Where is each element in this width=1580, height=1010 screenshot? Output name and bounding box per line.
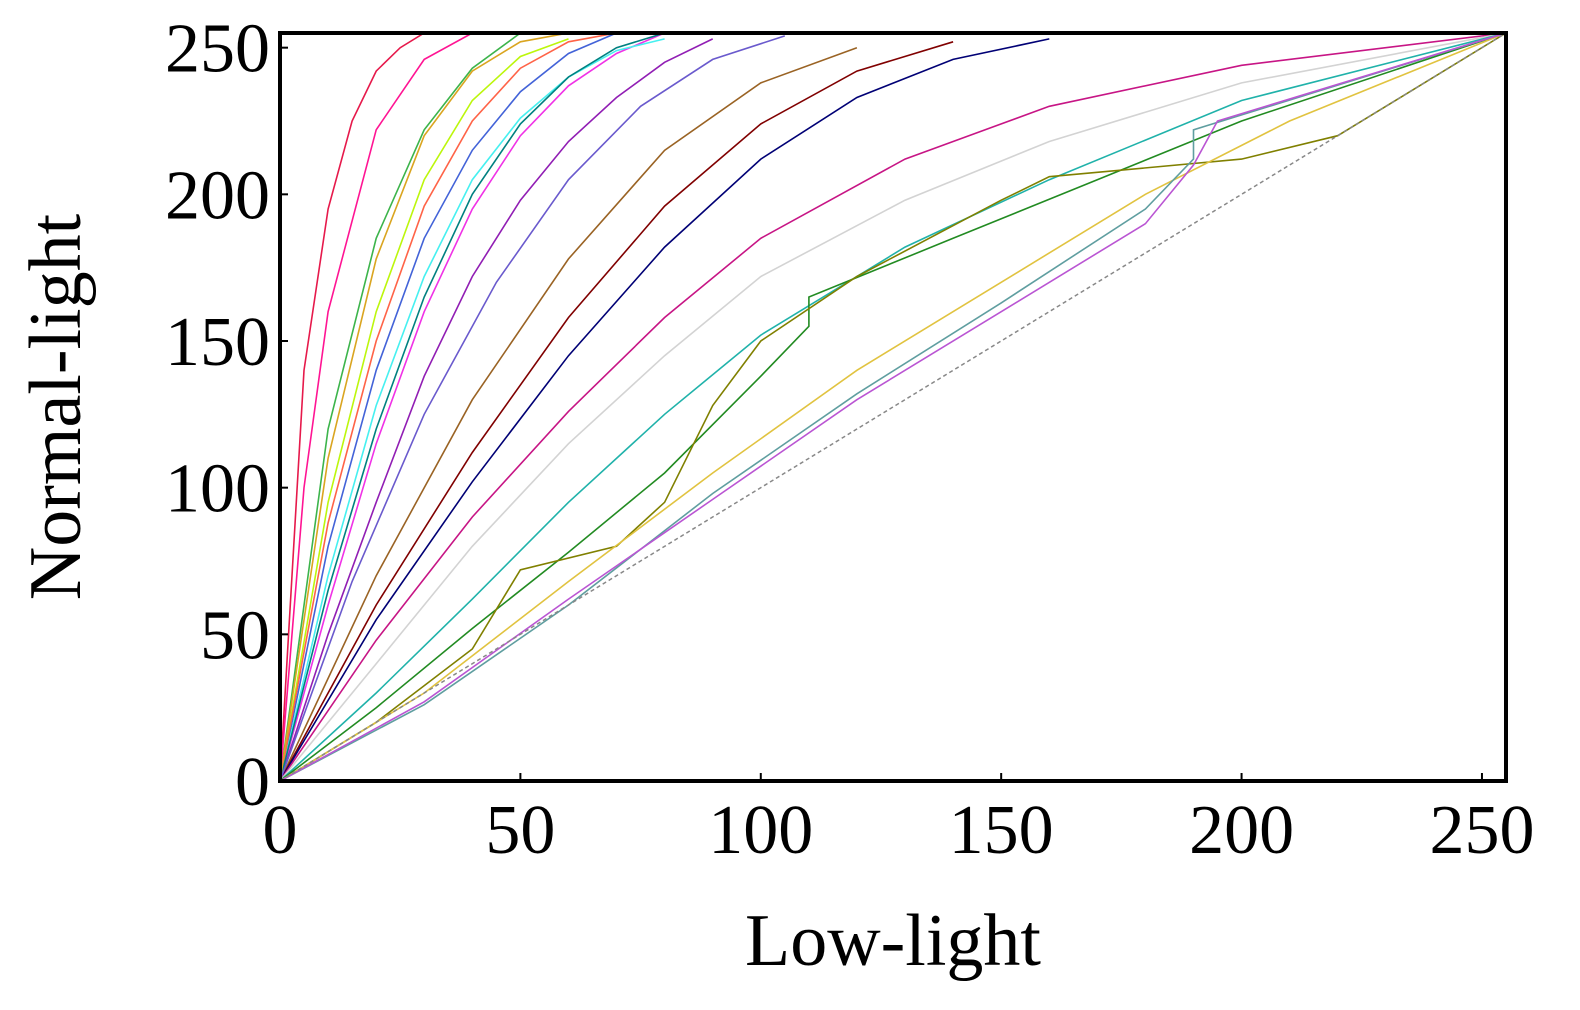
- series-line-21: [280, 33, 1506, 781]
- series-line-13: [280, 33, 569, 781]
- x-axis-ticks: 0 50 100 150 200 250: [263, 773, 1534, 869]
- series-line-5: [280, 38, 714, 781]
- x-axis-title: Low-light: [745, 900, 1041, 982]
- x-tick-label: 0: [263, 792, 298, 869]
- x-tick-label: 250: [1429, 792, 1534, 869]
- series-line-6: [280, 38, 665, 781]
- y-tick-label: 150: [165, 304, 270, 381]
- plot-frame: [278, 31, 1508, 783]
- series-line-9: [280, 41, 954, 781]
- series-line-3: [280, 33, 617, 781]
- series-line-22: [280, 33, 1506, 781]
- y-tick-label: 250: [165, 11, 270, 88]
- series-line-1: [280, 33, 425, 781]
- y-axis-ticks: 0 50 100 150 200 250: [165, 11, 288, 821]
- y-tick-label: 100: [165, 451, 270, 528]
- x-tick-label: 200: [1189, 792, 1294, 869]
- series-line-10: [280, 38, 1050, 781]
- identity-reference-line: [279, 32, 1507, 782]
- series-line-15: [280, 33, 473, 781]
- series-line-17: [280, 33, 1506, 781]
- series-line-2: [280, 33, 521, 781]
- series-line-8: [280, 46, 858, 781]
- series-line-23: [280, 33, 1506, 781]
- x-tick-label: 100: [708, 792, 813, 869]
- y-tick-label: 200: [165, 157, 270, 234]
- y-tick-label: 50: [200, 597, 270, 674]
- series-line-7: [280, 38, 569, 781]
- y-axis-title: Normal-light: [15, 213, 97, 600]
- series-line-16: [280, 33, 1506, 781]
- y-tick-label: 0: [235, 744, 270, 821]
- series-line-14: [280, 35, 786, 781]
- series-line-11: [280, 33, 617, 781]
- series-layer: [280, 33, 1506, 781]
- series-line-12: [280, 33, 665, 781]
- series-line-18: [280, 33, 1506, 781]
- x-tick-label: 150: [949, 792, 1054, 869]
- series-line-4: [280, 33, 665, 781]
- x-tick-label: 50: [485, 792, 555, 869]
